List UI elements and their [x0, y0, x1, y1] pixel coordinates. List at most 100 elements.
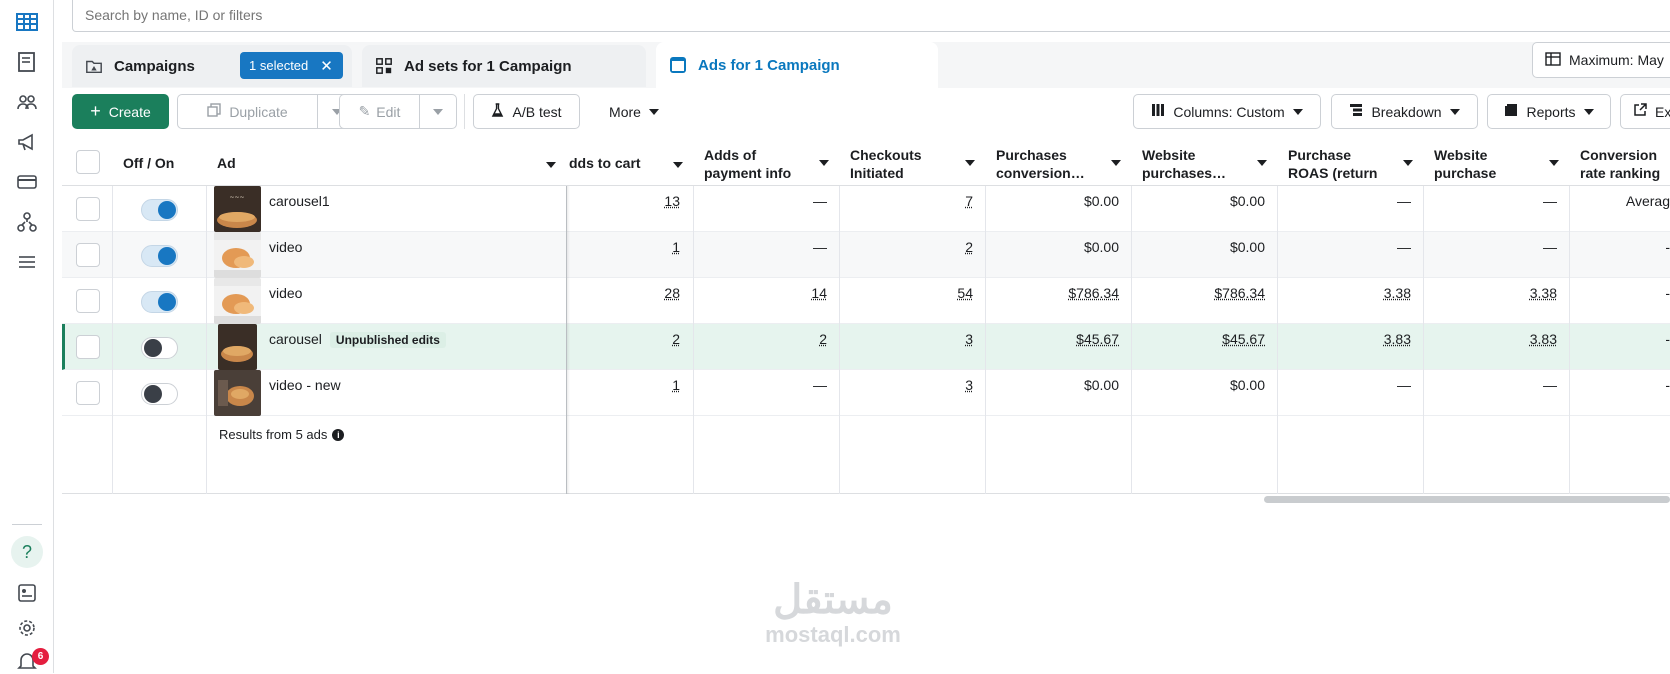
horizontal-scrollbar[interactable]: [1264, 496, 1670, 503]
column-divider: [985, 138, 986, 494]
sort-caret-icon[interactable]: [1257, 160, 1267, 166]
create-button[interactable]: + Create: [72, 94, 169, 129]
maximum-date-button[interactable]: Maximum: May: [1532, 42, 1670, 78]
ab-test-button[interactable]: A/B test: [473, 94, 580, 129]
cell-adds-payment[interactable]: 14: [745, 285, 827, 301]
tab-ads[interactable]: Ads for 1 Campaign: [656, 42, 938, 88]
ad-thumbnail[interactable]: [214, 278, 261, 324]
cell-adds-to-cart[interactable]: 1: [600, 377, 680, 393]
ad-name[interactable]: video - new: [269, 377, 341, 393]
sort-caret-icon[interactable]: [546, 162, 556, 168]
table-row[interactable]: [62, 278, 1670, 324]
row-toggle[interactable]: [141, 245, 178, 267]
ad-name[interactable]: video: [269, 285, 302, 301]
unpublished-edits-badge: Unpublished edits: [330, 332, 446, 348]
book-icon[interactable]: [14, 49, 40, 75]
cell-purchase-roas[interactable]: 3.83: [1322, 331, 1411, 347]
ad-thumbnail[interactable]: [214, 232, 261, 278]
table-icon[interactable]: [14, 9, 40, 35]
tab-ads-label: Ads for 1 Campaign: [698, 57, 840, 74]
card-icon[interactable]: [14, 169, 40, 195]
edit-dropdown[interactable]: [419, 94, 457, 129]
ad-name[interactable]: carousel1: [269, 193, 330, 209]
sort-caret-icon[interactable]: [1111, 160, 1121, 166]
cell-adds-to-cart[interactable]: 1: [600, 239, 680, 255]
row-toggle[interactable]: [141, 291, 178, 313]
folder-icon: [84, 56, 104, 76]
more-button[interactable]: More: [596, 94, 672, 129]
sort-caret-icon[interactable]: [1549, 160, 1559, 166]
col-header-purchases-conversion[interactable]: Purchases conversion…: [986, 138, 1131, 186]
cell-checkouts[interactable]: 3: [890, 377, 973, 393]
news-icon[interactable]: [14, 580, 40, 606]
col-header-off-on[interactable]: Off / On: [113, 138, 206, 186]
people-icon[interactable]: [14, 89, 40, 115]
ad-thumbnail[interactable]: [218, 324, 257, 370]
col-header-purchase-roas[interactable]: Purchase ROAS (return on ad…: [1278, 138, 1423, 186]
cell-adds-payment[interactable]: 2: [745, 331, 827, 347]
row-toggle[interactable]: [141, 337, 178, 359]
selected-pill[interactable]: 1 selected ✕: [240, 52, 343, 79]
info-icon[interactable]: i: [332, 429, 344, 441]
cell-checkouts[interactable]: 2: [890, 239, 973, 255]
close-icon[interactable]: ✕: [320, 57, 333, 75]
ad-name[interactable]: carousel Unpublished edits: [269, 331, 446, 348]
sort-caret-icon[interactable]: [673, 162, 683, 168]
table-row[interactable]: [62, 232, 1670, 278]
row-toggle[interactable]: [141, 383, 178, 405]
sort-caret-icon[interactable]: [965, 160, 975, 166]
row-checkbox[interactable]: [76, 381, 100, 405]
cell-adds-to-cart[interactable]: 28: [600, 285, 680, 301]
sort-caret-icon[interactable]: [819, 160, 829, 166]
cell-adds-to-cart[interactable]: 2: [600, 331, 680, 347]
edit-button[interactable]: ✎ Edit: [339, 94, 419, 129]
row-checkbox[interactable]: [76, 289, 100, 313]
row-checkbox[interactable]: [76, 335, 100, 359]
megaphone-icon[interactable]: [14, 129, 40, 155]
column-divider: [112, 138, 113, 494]
ad-thumbnail[interactable]: [214, 370, 261, 416]
sort-caret-icon[interactable]: [1403, 160, 1413, 166]
col-header-website-purchases[interactable]: Website purchases…: [1132, 138, 1277, 186]
export-button[interactable]: Ex: [1620, 94, 1670, 129]
row-toggle[interactable]: [141, 199, 178, 221]
cell-website-roas[interactable]: 3.38: [1468, 285, 1557, 301]
row-checkbox[interactable]: [76, 197, 100, 221]
chevron-down-icon: [1450, 109, 1460, 115]
col-header-checkouts[interactable]: Checkouts Initiated: [840, 138, 985, 186]
duplicate-button[interactable]: Duplicate: [177, 94, 317, 129]
search-bar[interactable]: [72, 0, 1670, 32]
col-header-ad[interactable]: Ad: [207, 138, 566, 186]
cell-purchases-conversion[interactable]: $786.34: [1030, 285, 1119, 301]
columns-button[interactable]: Columns: Custom: [1133, 94, 1321, 129]
cell-website-roas[interactable]: 3.83: [1468, 331, 1557, 347]
ad-name[interactable]: video: [269, 239, 302, 255]
menu-icon[interactable]: [14, 249, 40, 275]
pencil-icon: ✎: [359, 103, 371, 120]
cell-website-purchases[interactable]: $786.34: [1176, 285, 1265, 301]
cell-adds-to-cart[interactable]: 13: [600, 193, 680, 209]
cell-checkouts[interactable]: 3: [890, 331, 973, 347]
cell-checkouts[interactable]: 54: [890, 285, 973, 301]
ab-test-label: A/B test: [512, 104, 561, 120]
col-header-adds-payment[interactable]: Adds of payment info: [694, 138, 839, 186]
gear-icon[interactable]: [14, 615, 40, 641]
help-icon[interactable]: ?: [11, 536, 43, 568]
ad-thumbnail[interactable]: ~~~: [214, 186, 261, 232]
reports-button[interactable]: Reports: [1487, 94, 1611, 129]
col-header-adds-to-cart[interactable]: dds to cart: [567, 138, 693, 186]
cell-purchase-roas[interactable]: 3.38: [1322, 285, 1411, 301]
cell-purchases-conversion[interactable]: $45.67: [1030, 331, 1119, 347]
cell-checkouts[interactable]: 7: [890, 193, 973, 209]
row-checkbox[interactable]: [76, 243, 100, 267]
col-header-website-roas[interactable]: Website purchase ROA…: [1424, 138, 1569, 186]
search-input[interactable]: [85, 7, 1670, 23]
select-all-checkbox[interactable]: [76, 150, 100, 174]
network-icon[interactable]: [14, 209, 40, 235]
more-label: More: [609, 104, 641, 120]
col-header-conversion-ranking[interactable]: Conversion rate ranking: [1570, 138, 1670, 186]
tab-campaigns-label: Campaigns: [114, 58, 195, 75]
breakdown-button[interactable]: Breakdown: [1331, 94, 1478, 129]
tab-adsets[interactable]: Ad sets for 1 Campaign: [362, 45, 646, 87]
cell-website-purchases[interactable]: $45.67: [1176, 331, 1265, 347]
